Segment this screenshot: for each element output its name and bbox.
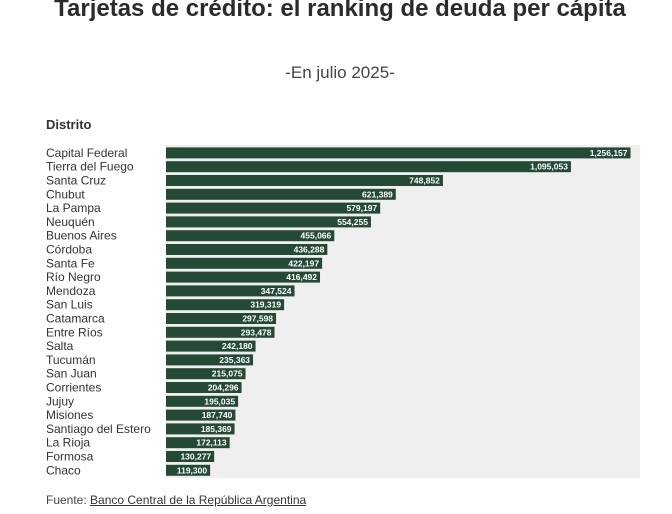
bar-value-label: 347,524 [261, 286, 292, 296]
chart-subtitle: -En julio 2025- [285, 63, 395, 82]
category-label: Chubut [46, 187, 85, 201]
bar-value-label: 1,095,053 [530, 162, 568, 172]
bar [166, 161, 571, 173]
category-label: Jujuy [46, 394, 74, 408]
category-label: Santiago del Estero [46, 422, 151, 436]
column-header: Distrito [46, 117, 92, 132]
category-label: Neuquén [46, 215, 95, 229]
bar-value-label: 187,740 [202, 410, 233, 420]
bar [166, 326, 275, 338]
chart-title: Tarjetas de crédito: el ranking de deuda… [54, 0, 626, 22]
bar [166, 175, 443, 186]
bar-value-label: 130,277 [180, 452, 211, 462]
category-label: Salta [46, 339, 74, 353]
bar-value-label: 242,180 [222, 341, 253, 351]
bar-value-label: 1,256,157 [590, 148, 628, 158]
category-label: Misiones [46, 408, 93, 422]
category-label: La Rioja [46, 436, 90, 450]
bar-value-label: 554,255 [337, 217, 368, 227]
bar [166, 216, 371, 228]
category-label: Tucumán [46, 353, 96, 367]
bar [166, 451, 215, 462]
category-label: San Juan [46, 367, 97, 381]
bar [166, 382, 242, 393]
bar-value-label: 119,300 [177, 465, 208, 475]
bar-value-label: 422,197 [288, 258, 319, 268]
bar [166, 202, 381, 214]
category-label: Catamarca [46, 312, 105, 326]
category-label: Mendoza [46, 284, 96, 298]
bar-value-label: 455,066 [301, 231, 332, 241]
category-label: La Pampa [46, 201, 101, 215]
source-note: Fuente: Banco Central de la República Ar… [46, 493, 306, 507]
bar [166, 340, 256, 352]
bar [166, 464, 211, 476]
bar [166, 423, 235, 435]
plot-background [166, 145, 640, 479]
bar [166, 409, 236, 421]
bar [166, 313, 277, 324]
bar-value-label: 235,363 [219, 355, 250, 365]
category-label: Corrientes [46, 381, 101, 395]
category-label: Río Negro [46, 270, 101, 284]
bar-value-label: 172,113 [196, 438, 227, 448]
source-label: Fuente: [46, 493, 91, 507]
category-label: Santa Fe [46, 256, 95, 270]
bar-value-label: 416,492 [286, 272, 317, 282]
bar-value-label: 436,288 [294, 245, 325, 255]
bar [166, 147, 631, 159]
bar-value-label: 579,197 [346, 203, 377, 213]
bar-chart: 1,256,157 Capital Federal 1,095,053 Tierra … [46, 145, 640, 479]
source-link[interactable]: Banco Central de la República Argentina [90, 493, 307, 507]
category-label: Entre Ríos [46, 325, 103, 339]
bar [166, 188, 396, 200]
bar [166, 244, 328, 255]
bar [166, 354, 254, 366]
bar [166, 395, 239, 407]
bar [166, 230, 335, 242]
bar-value-label: 204,296 [208, 383, 239, 393]
bar-value-label: 319,319 [250, 300, 281, 310]
bar-value-label: 293,478 [241, 327, 272, 337]
bar-value-label: 297,598 [242, 314, 273, 324]
bar [166, 285, 295, 297]
category-label: Chaco [46, 463, 81, 477]
category-label: San Luis [46, 298, 93, 312]
bar [166, 437, 230, 449]
bar [166, 299, 285, 311]
category-label: Santa Cruz [46, 174, 106, 188]
bar-value-label: 621,389 [362, 189, 393, 199]
bar-value-label: 748,852 [409, 176, 440, 186]
bar-value-label: 195,035 [204, 396, 235, 406]
bar [166, 368, 246, 380]
bar [166, 271, 321, 283]
bar-value-label: 215,075 [212, 369, 243, 379]
category-label: Capital Federal [46, 146, 127, 160]
category-label: Tierra del Fuego [46, 160, 134, 174]
category-label: Formosa [46, 450, 94, 464]
category-label: Buenos Aires [46, 229, 117, 243]
bar-value-label: 185,369 [201, 424, 232, 434]
category-label: Córdoba [46, 243, 92, 257]
bar [166, 257, 323, 269]
